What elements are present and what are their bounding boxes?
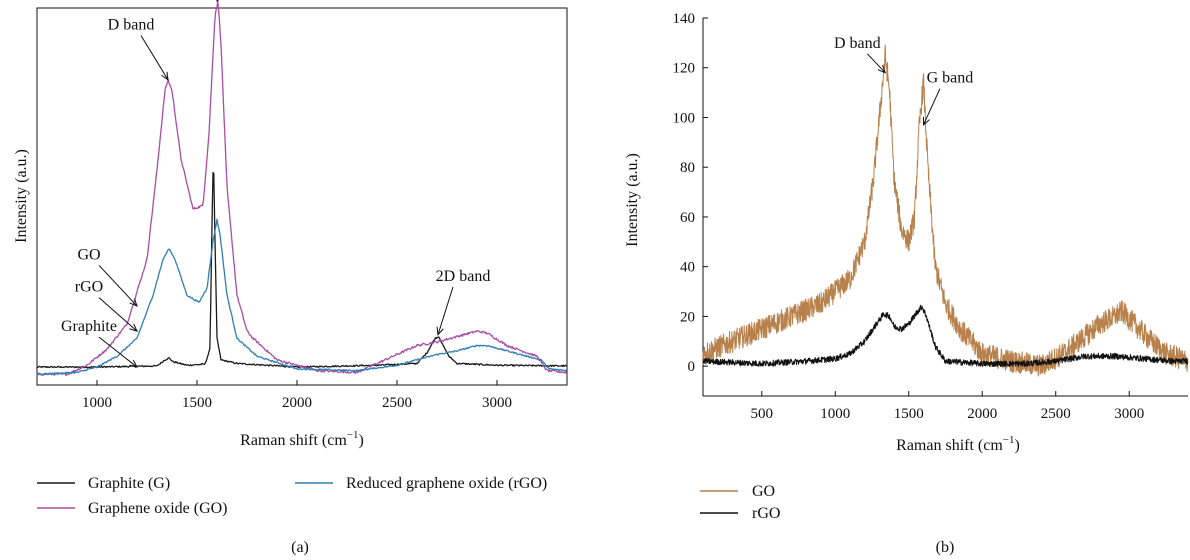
legend-label-rgo-b: rGO: [752, 505, 780, 522]
annotation-arrow-graphite: [98, 336, 138, 368]
legend-label-go: Graphene oxide (GO): [88, 500, 228, 517]
panel-b-annotations: D band G band: [834, 35, 974, 127]
panel-b-caption: (b): [936, 539, 955, 556]
panel-a-y-axis-label: Intensity (a.u.): [13, 149, 30, 243]
series-line-rgo: [702, 304, 1189, 368]
x-tick-label: 1000: [82, 395, 112, 411]
annotation-arrowhead-graphite: [129, 359, 138, 368]
panel-b-y-ticks: 0 20 40 60 80 100 120 140: [673, 11, 708, 375]
panel-b-series: [702, 44, 1189, 377]
panel-b-y-axis-label: Intensity (a.u.): [624, 153, 641, 247]
y-tick-label: 100: [673, 110, 696, 126]
annotation-2d-band: 2D band: [436, 268, 491, 285]
annotation-arrow-d-band: [866, 53, 886, 74]
x-tick-label: 3000: [1114, 406, 1144, 422]
annotation-arrowhead-d-band: [877, 65, 887, 74]
annotation-arrowhead-d-band: [161, 71, 169, 81]
series-line-go: [702, 44, 1189, 377]
annotation-arrowhead-go: [129, 298, 138, 307]
annotation-arrowhead-g-band: [922, 116, 930, 127]
panel-a-series: [36, 0, 568, 376]
annotation-d-band: D band: [108, 17, 155, 34]
annotation-graphite: Graphite: [61, 318, 117, 335]
y-tick-label: 80: [680, 160, 695, 176]
annotation-g-band: G band: [927, 70, 974, 87]
panel-b-x-ticks: 500 1000 1500 2000 2500 3000: [751, 391, 1144, 422]
x-tick-label: 2500: [1041, 406, 1071, 422]
annotation-arrow-g-band: [216, 0, 219, 2]
x-tick-label: 2000: [967, 406, 997, 422]
annotation-arrow-rgo: [98, 297, 138, 332]
annotation-arrowhead-g-band: [216, 0, 220, 2]
y-tick-label: 120: [673, 61, 696, 77]
y-tick-label: 20: [680, 309, 695, 325]
x-tick-label: 500: [751, 406, 774, 422]
annotation-d-band: D band: [834, 35, 881, 52]
y-tick-label: 0: [688, 359, 696, 375]
legend-label-go-b: GO: [752, 483, 775, 500]
annotation-arrow-d-band: [140, 35, 169, 81]
panel-b-x-axis-label: Raman shift (cm−1): [896, 434, 1020, 454]
annotation-rgo: rGO: [75, 279, 103, 296]
series-line-reduced-graphene-oxide-rgo: [36, 218, 568, 376]
panel-a-legend: Graphite (G) Reduced graphene oxide (rGO…: [37, 475, 547, 517]
y-tick-label: 140: [673, 11, 696, 27]
legend-label-rgo: Reduced graphene oxide (rGO): [346, 475, 547, 492]
annotation-arrowhead-rgo: [129, 323, 138, 332]
x-tick-label: 1500: [182, 395, 212, 411]
annotation-arrowhead-2d-band: [436, 326, 444, 336]
y-tick-label: 60: [680, 210, 695, 226]
series-line-graphene-oxide-go: [36, 0, 568, 376]
x-tick-label: 2000: [282, 395, 312, 411]
panel-a-plot-frame: [36, 7, 568, 386]
panel-b: 500 1000 1500 2000 2500 3000 0 20 40 60 80 100 120 1…: [624, 11, 1189, 556]
legend-label-graphite: Graphite (G): [88, 475, 170, 492]
x-tick-label: 2500: [382, 395, 412, 411]
annotation-arrow-2d-band: [437, 286, 454, 335]
x-tick-label: 1500: [894, 406, 924, 422]
annotation-arrow-g-band: [922, 88, 941, 126]
annotation-arrow-go: [98, 264, 138, 307]
y-tick-label: 40: [680, 260, 695, 276]
panel-a-x-axis-label: Raman shift (cm−1): [240, 429, 364, 449]
x-tick-label: 1000: [820, 406, 850, 422]
panel-b-legend: GO rGO: [700, 483, 780, 522]
panel-a-x-ticks: 1000 1500 2000 2500 3000: [82, 380, 512, 411]
panel-a-caption: (a): [291, 539, 309, 556]
x-tick-label: 3000: [482, 395, 512, 411]
annotation-go: GO: [77, 246, 100, 263]
